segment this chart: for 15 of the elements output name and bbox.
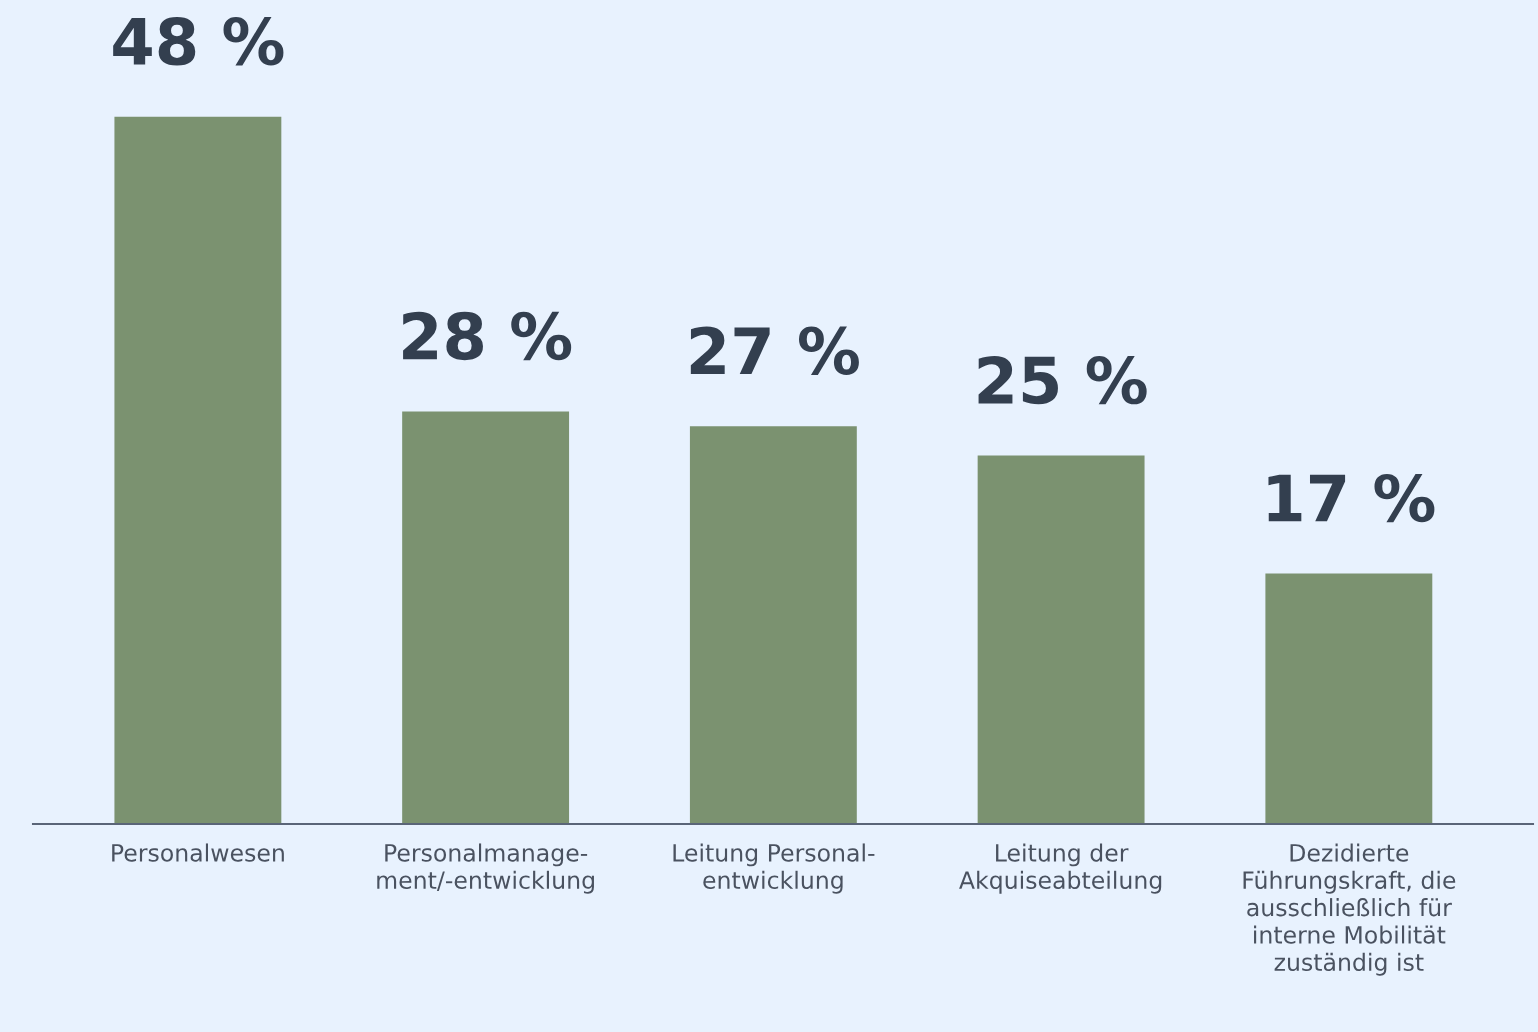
bar xyxy=(402,411,570,824)
data-label: 25 % xyxy=(978,356,1147,405)
data-label: 27 % xyxy=(690,326,859,375)
bar xyxy=(977,455,1145,824)
bar xyxy=(1265,573,1433,824)
x-tick-label: Personalmanage- ment/-entwicklung xyxy=(377,843,594,894)
bar xyxy=(689,426,857,824)
x-tick-label: Leitung Personal- entwicklung xyxy=(673,843,875,894)
data-label: 48 % xyxy=(113,17,284,66)
x-tick-label: Dezidierte Führungskraft, die ausschließlich für interne Mobilität zuständig ist xyxy=(1243,843,1456,976)
bar xyxy=(114,116,282,824)
x-tick-label: Leitung der Akquiseabteilung xyxy=(959,843,1162,894)
x-tick-label: Personalwesen xyxy=(112,843,284,862)
data-label: 17 % xyxy=(1268,473,1435,523)
data-label: 28 % xyxy=(403,311,572,361)
